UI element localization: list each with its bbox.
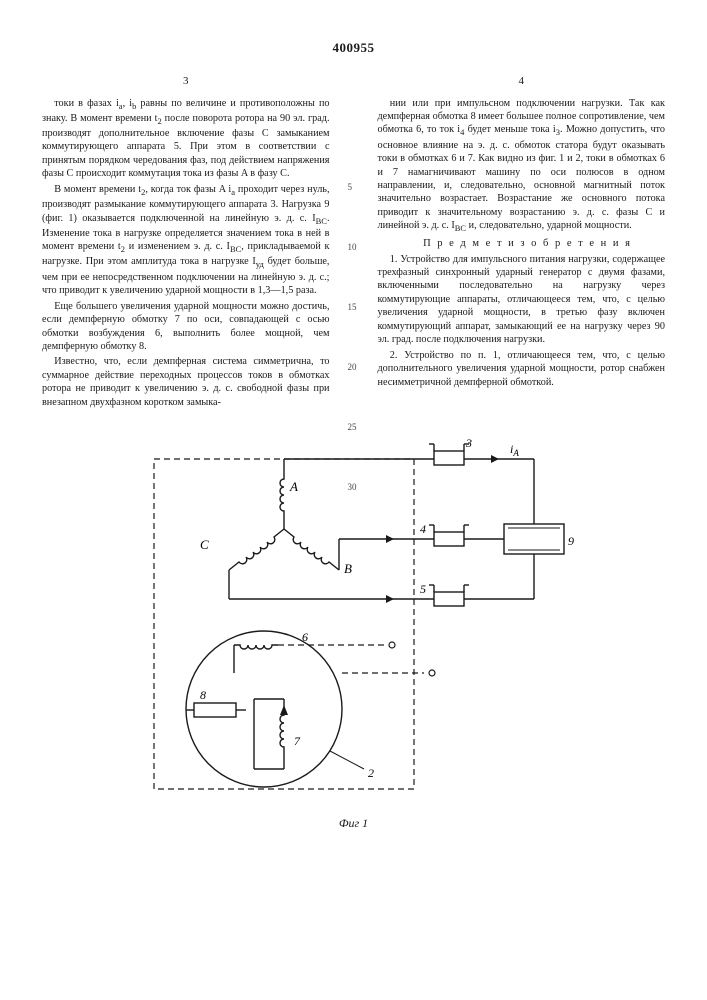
label-C: C [200, 537, 209, 552]
line-number-marker: 10 [348, 242, 357, 252]
left-col-body: токи в фазах ia, ib равны по величине и … [42, 97, 330, 410]
right-column: 4 нии или при импульсном подключении наг… [378, 74, 666, 411]
line-number-marker: 20 [348, 362, 357, 372]
label-6: 6 [302, 630, 308, 644]
label-iA: iA [510, 442, 519, 458]
label-5: 5 [420, 582, 426, 596]
line-number-marker: 25 [348, 422, 357, 432]
claim-paragraph: 2. Устройство по п. 1, отличающееся тем,… [378, 349, 666, 389]
label-3: 3 [465, 436, 472, 450]
right-col-page-num: 4 [378, 74, 666, 89]
patent-page: 400955 3 токи в фазах ia, ib равны по ве… [0, 0, 707, 1000]
left-col-page-num: 3 [42, 74, 330, 89]
label-8: 8 [200, 688, 206, 702]
left-column: 3 токи в фазах ia, ib равны по величине … [42, 74, 330, 411]
body-paragraph: Известно, что, если демпферная система с… [42, 355, 330, 409]
claim-paragraph: 1. Устройство для импульсного питания на… [378, 253, 666, 347]
line-number-marker: 15 [348, 302, 357, 312]
line-number-marker: 5 [348, 182, 353, 192]
body-paragraph: нии или при импульсном подключении нагру… [378, 97, 666, 235]
body-paragraph: токи в фазах ia, ib равны по величине и … [42, 97, 330, 181]
body-paragraph: Еще большего увеличения ударной мощности… [42, 300, 330, 354]
label-7: 7 [294, 734, 301, 748]
right-col-body: нии или при импульсном подключении нагру… [378, 97, 666, 235]
line-number-marker: 30 [348, 482, 357, 492]
label-2: 2 [368, 766, 374, 780]
label-B: B [344, 561, 352, 576]
label-A: A [289, 479, 298, 494]
text-columns: 3 токи в фазах ia, ib равны по величине … [42, 74, 665, 411]
patent-number: 400955 [42, 40, 665, 56]
figure-caption: Фиг 1 [42, 816, 665, 831]
claims-title: П р е д м е т и з о б р е т е н и я [378, 237, 666, 251]
label-9: 9 [568, 534, 574, 548]
label-4: 4 [420, 522, 426, 536]
claims-body: 1. Устройство для импульсного питания на… [378, 253, 666, 390]
body-paragraph: В момент времени t2, когда ток фазы A ia… [42, 183, 330, 298]
